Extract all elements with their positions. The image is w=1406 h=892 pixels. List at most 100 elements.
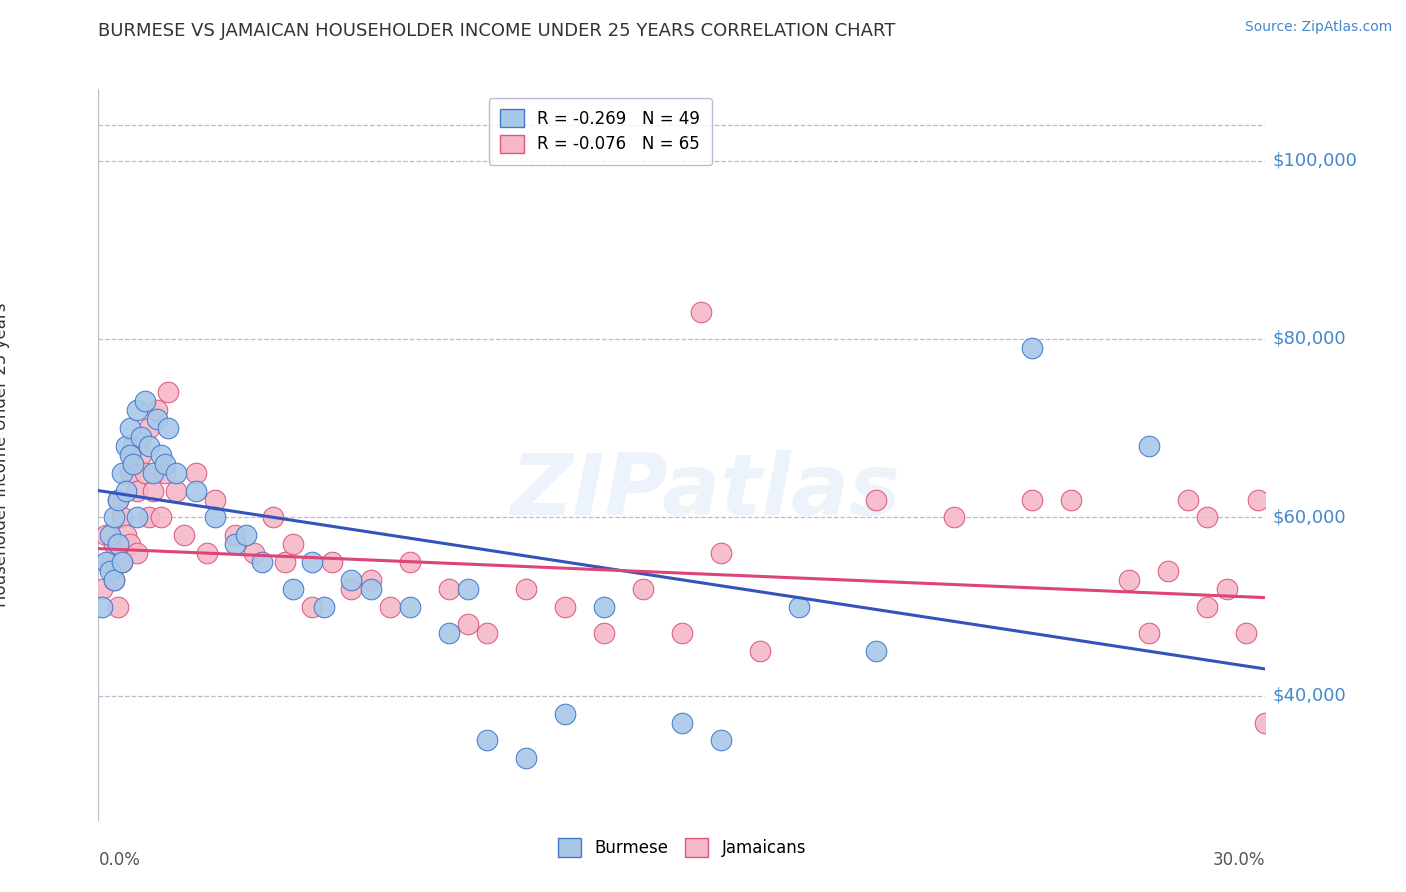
Point — [437, 582, 460, 596]
Point — [98, 564, 121, 578]
Point — [515, 751, 537, 765]
Point — [554, 706, 576, 721]
Point — [122, 439, 145, 453]
Point — [593, 599, 616, 614]
Point — [165, 466, 187, 480]
Point — [103, 573, 125, 587]
Point — [98, 528, 121, 542]
Point — [107, 492, 129, 507]
Point — [360, 573, 382, 587]
Point — [340, 573, 363, 587]
Point — [118, 537, 141, 551]
Point — [114, 528, 136, 542]
Point — [122, 457, 145, 471]
Point — [138, 421, 160, 435]
Point — [157, 385, 180, 400]
Point — [103, 510, 125, 524]
Text: ZIPatlas: ZIPatlas — [510, 450, 900, 533]
Point — [250, 555, 273, 569]
Point — [118, 448, 141, 462]
Point — [943, 510, 966, 524]
Text: $40,000: $40,000 — [1272, 687, 1346, 705]
Point — [457, 617, 479, 632]
Point — [142, 466, 165, 480]
Point — [340, 582, 363, 596]
Text: 0.0%: 0.0% — [98, 851, 141, 869]
Point — [111, 510, 134, 524]
Point — [1021, 341, 1043, 355]
Point — [184, 466, 207, 480]
Point — [748, 644, 770, 658]
Point — [321, 555, 343, 569]
Point — [1137, 626, 1160, 640]
Point — [243, 546, 266, 560]
Point — [865, 644, 887, 658]
Point — [281, 537, 304, 551]
Text: $60,000: $60,000 — [1272, 508, 1346, 526]
Point — [114, 483, 136, 498]
Point — [710, 546, 733, 560]
Point — [184, 483, 207, 498]
Point — [593, 626, 616, 640]
Point — [138, 510, 160, 524]
Point — [127, 510, 149, 524]
Point — [134, 466, 156, 480]
Point — [224, 537, 246, 551]
Legend: Burmese, Jamaicans: Burmese, Jamaicans — [548, 829, 815, 867]
Point — [1177, 492, 1199, 507]
Point — [1215, 582, 1237, 596]
Point — [146, 412, 169, 426]
Text: 30.0%: 30.0% — [1213, 851, 1265, 869]
Point — [1157, 564, 1180, 578]
Point — [1254, 715, 1277, 730]
Point — [1234, 626, 1257, 640]
Point — [153, 466, 176, 480]
Point — [378, 599, 402, 614]
Point — [671, 626, 693, 640]
Point — [127, 403, 149, 417]
Point — [671, 715, 693, 730]
Point — [1021, 492, 1043, 507]
Point — [107, 599, 129, 614]
Point — [129, 448, 152, 462]
Point — [281, 582, 304, 596]
Point — [398, 599, 420, 614]
Point — [224, 528, 246, 542]
Text: Source: ZipAtlas.com: Source: ZipAtlas.com — [1244, 20, 1392, 34]
Point — [437, 626, 460, 640]
Point — [515, 582, 537, 596]
Point — [301, 599, 323, 614]
Text: $80,000: $80,000 — [1272, 330, 1346, 348]
Point — [1137, 439, 1160, 453]
Point — [312, 599, 335, 614]
Point — [274, 555, 297, 569]
Point — [98, 555, 121, 569]
Point — [477, 626, 499, 640]
Point — [690, 305, 713, 319]
Point — [1195, 599, 1218, 614]
Point — [96, 555, 118, 569]
Text: BURMESE VS JAMAICAN HOUSEHOLDER INCOME UNDER 25 YEARS CORRELATION CHART: BURMESE VS JAMAICAN HOUSEHOLDER INCOME U… — [98, 22, 896, 40]
Point — [165, 483, 187, 498]
Point — [554, 599, 576, 614]
Point — [865, 492, 887, 507]
Point — [149, 510, 172, 524]
Point — [157, 421, 180, 435]
Point — [195, 546, 218, 560]
Point — [111, 466, 134, 480]
Point — [114, 439, 136, 453]
Point — [138, 439, 160, 453]
Point — [457, 582, 479, 596]
Point — [204, 510, 226, 524]
Point — [107, 492, 129, 507]
Point — [96, 528, 118, 542]
Point — [360, 582, 382, 596]
Point — [127, 483, 149, 498]
Point — [235, 528, 257, 542]
Point — [127, 546, 149, 560]
Point — [173, 528, 195, 542]
Point — [262, 510, 284, 524]
Point — [631, 582, 654, 596]
Point — [107, 537, 129, 551]
Point — [1060, 492, 1083, 507]
